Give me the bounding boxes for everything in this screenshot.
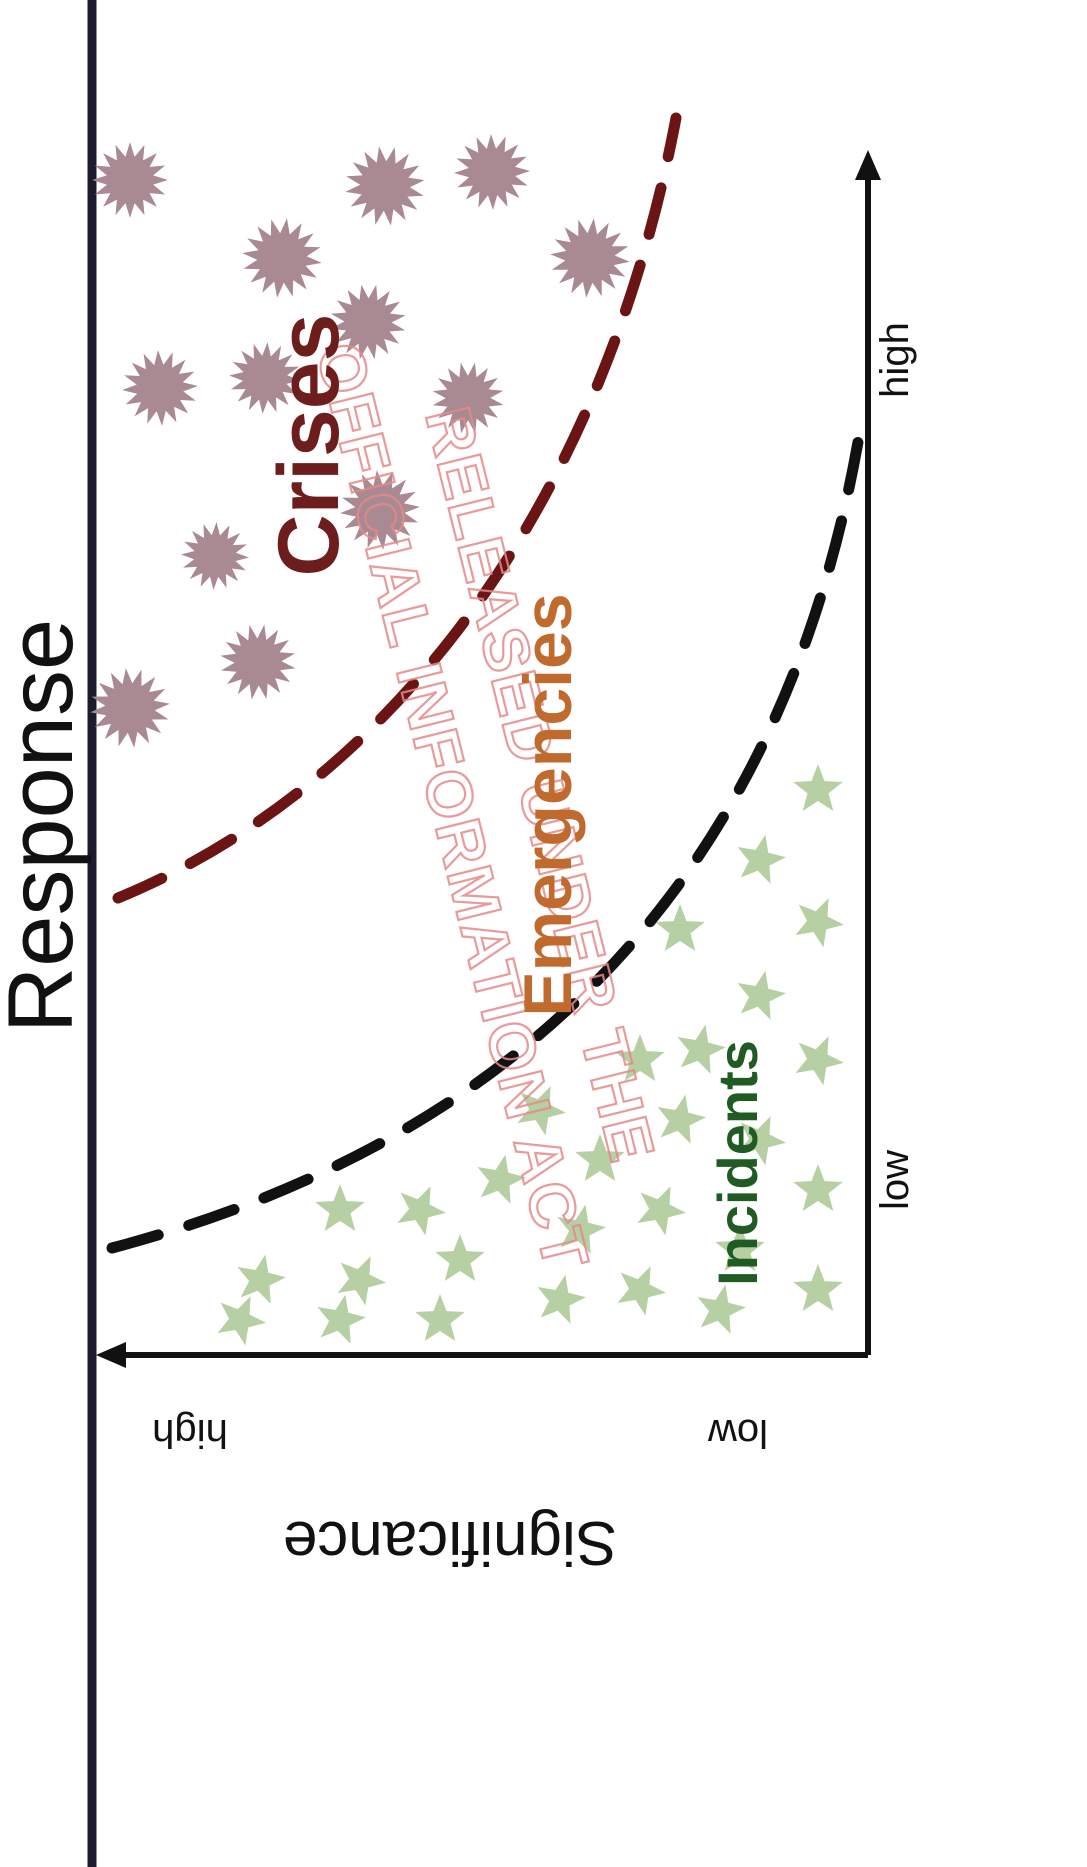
incidents-star-marker <box>397 1186 446 1236</box>
incidents-star-marker <box>737 1116 786 1166</box>
crises-burst-marker <box>220 624 296 700</box>
incidents-star-marker <box>415 1294 465 1341</box>
horizontal-axis-name: Significance <box>283 1508 617 1577</box>
incidents-star-marker <box>575 1134 625 1181</box>
incidents-star-marker <box>537 1274 586 1324</box>
incidents-star-marker <box>315 1184 365 1231</box>
incidents-star-marker <box>337 1256 386 1306</box>
incidents-star-marker <box>655 904 705 951</box>
incidents-star-marker <box>657 1094 706 1144</box>
incidents-star-marker <box>715 1224 765 1271</box>
crises-emergencies-boundary <box>112 112 682 904</box>
incidents-star-marker <box>737 834 786 884</box>
crises-burst-marker <box>330 284 406 360</box>
vertical-axis-low-label: low <box>873 1150 917 1210</box>
incidents-star-markers <box>217 764 844 1346</box>
incidents-star-marker <box>795 898 844 948</box>
incidents-star-marker <box>435 1234 485 1281</box>
emergencies-incidents-boundary <box>106 436 864 1254</box>
incidents-star-marker <box>557 1204 606 1254</box>
incidents-star-marker <box>217 1296 266 1346</box>
region-label-emergencies: Emergencies <box>510 593 586 1016</box>
incidents-star-marker <box>737 970 786 1020</box>
vertical-axis-arrowhead <box>855 150 881 180</box>
incidents-star-marker <box>793 1264 843 1311</box>
incidents-star-marker <box>237 1254 286 1304</box>
crises-burst-marker <box>345 146 425 226</box>
incidents-star-marker <box>615 1034 665 1081</box>
incidents-star-marker <box>793 764 843 811</box>
watermark: RELEASED UNDER THE OFFICIAL INFORMATION … <box>301 334 670 1279</box>
incidents-star-marker <box>617 1266 666 1316</box>
crises-burst-marker <box>432 362 504 434</box>
incidents-star-marker <box>637 1186 686 1236</box>
crises-burst-markers <box>90 134 630 748</box>
horizontal-axis-low-label: low <box>708 1411 768 1455</box>
crises-burst-marker <box>550 218 630 298</box>
crises-burst-marker <box>340 470 420 550</box>
incidents-star-marker <box>517 1086 566 1136</box>
incidents-star-marker <box>317 1294 366 1344</box>
crises-burst-marker <box>122 350 198 426</box>
crises-burst-marker <box>242 218 322 298</box>
crises-burst-marker <box>92 142 168 218</box>
crises-burst-marker <box>229 342 301 414</box>
region-label-crises: Crises <box>261 314 357 577</box>
crises-burst-marker <box>181 522 249 590</box>
incidents-star-marker <box>795 1036 844 1086</box>
diagram-title: Response <box>0 619 92 1033</box>
crises-burst-marker <box>90 668 170 748</box>
horizontal-axis-arrowhead <box>96 1342 126 1368</box>
crises-burst-marker <box>454 134 530 210</box>
incidents-star-marker <box>477 1154 526 1204</box>
vertical-axis-high-label: high <box>873 322 917 398</box>
incidents-star-marker <box>697 1284 746 1334</box>
incidents-star-marker <box>677 1024 726 1074</box>
region-label-incidents: Incidents <box>706 1040 769 1286</box>
incidents-star-marker <box>793 1164 843 1211</box>
horizontal-axis-high-label: high <box>152 1411 228 1455</box>
